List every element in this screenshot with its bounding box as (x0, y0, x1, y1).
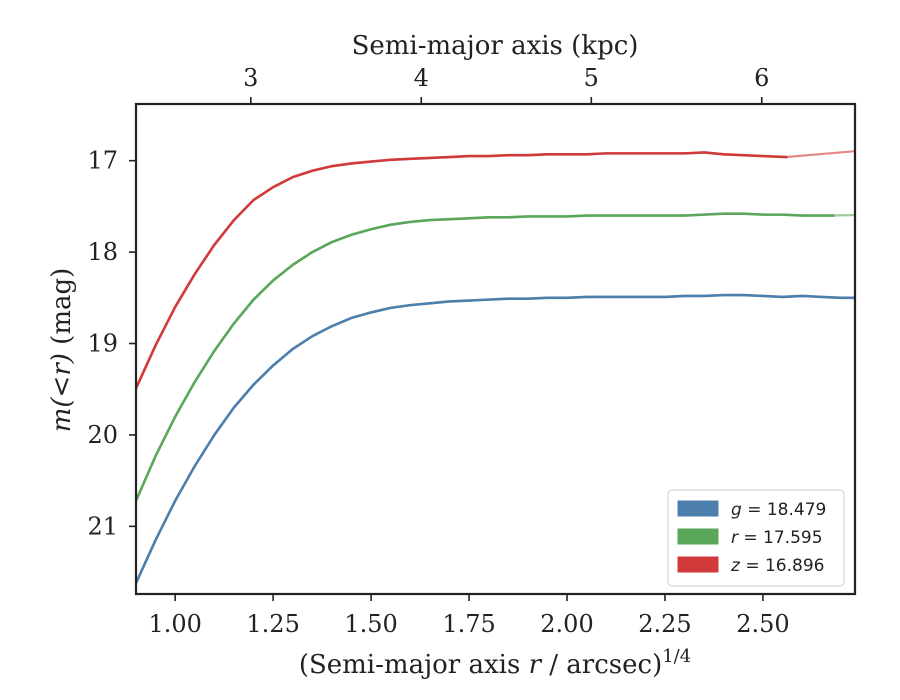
bottom-x-axis: 1.00 1.25 1.50 1.75 2.00 2.25 2.50 (148, 594, 790, 638)
top-x-tick-label: 6 (754, 64, 769, 92)
y-tick-label: 19 (87, 330, 118, 358)
y-axis-title: m(<r) (mag) (47, 268, 77, 433)
y-tick-label: 20 (87, 421, 118, 449)
top-x-tick-label: 3 (243, 64, 258, 92)
x-tick-label: 1.00 (148, 610, 201, 638)
series-line (136, 293, 855, 585)
x-axis-title: (Semi-major axis r / arcsec)1/4 (299, 646, 691, 680)
series-line (136, 151, 788, 390)
legend-label: z = 16.896 (730, 556, 824, 576)
legend: g = 18.479 r = 17.595 z = 16.896 (667, 489, 845, 587)
legend-swatch (677, 556, 719, 573)
y-tick-label: 18 (87, 238, 118, 266)
model-fit-line (136, 212, 855, 502)
top-x-tick-label: 5 (584, 64, 599, 92)
x-tick-label: 1.25 (246, 610, 299, 638)
y-tick-label: 21 (87, 512, 118, 540)
top-x-axis-title: Semi-major axis (kpc) (352, 31, 639, 61)
plot-frame (134, 102, 857, 596)
x-tick-label: 2.00 (540, 610, 593, 638)
x-tick-label: 1.50 (344, 610, 397, 638)
y-axis: 17 18 19 20 21 (87, 147, 136, 540)
x-tick-label: 2.50 (736, 610, 789, 638)
series-line (136, 212, 835, 503)
legend-label: g = 18.479 (731, 500, 826, 520)
top-x-axis: 3 4 5 6 (243, 64, 769, 104)
legend-label: r = 17.595 (731, 528, 823, 548)
top-x-tick-label: 4 (414, 64, 429, 92)
model-fit-line (136, 150, 855, 389)
y-tick-label: 17 (87, 147, 118, 175)
data-series-lines (136, 151, 855, 585)
legend-swatch (677, 500, 719, 517)
legend-swatch (677, 528, 719, 545)
x-tick-label: 2.25 (638, 610, 691, 638)
x-tick-label: 1.75 (442, 610, 495, 638)
